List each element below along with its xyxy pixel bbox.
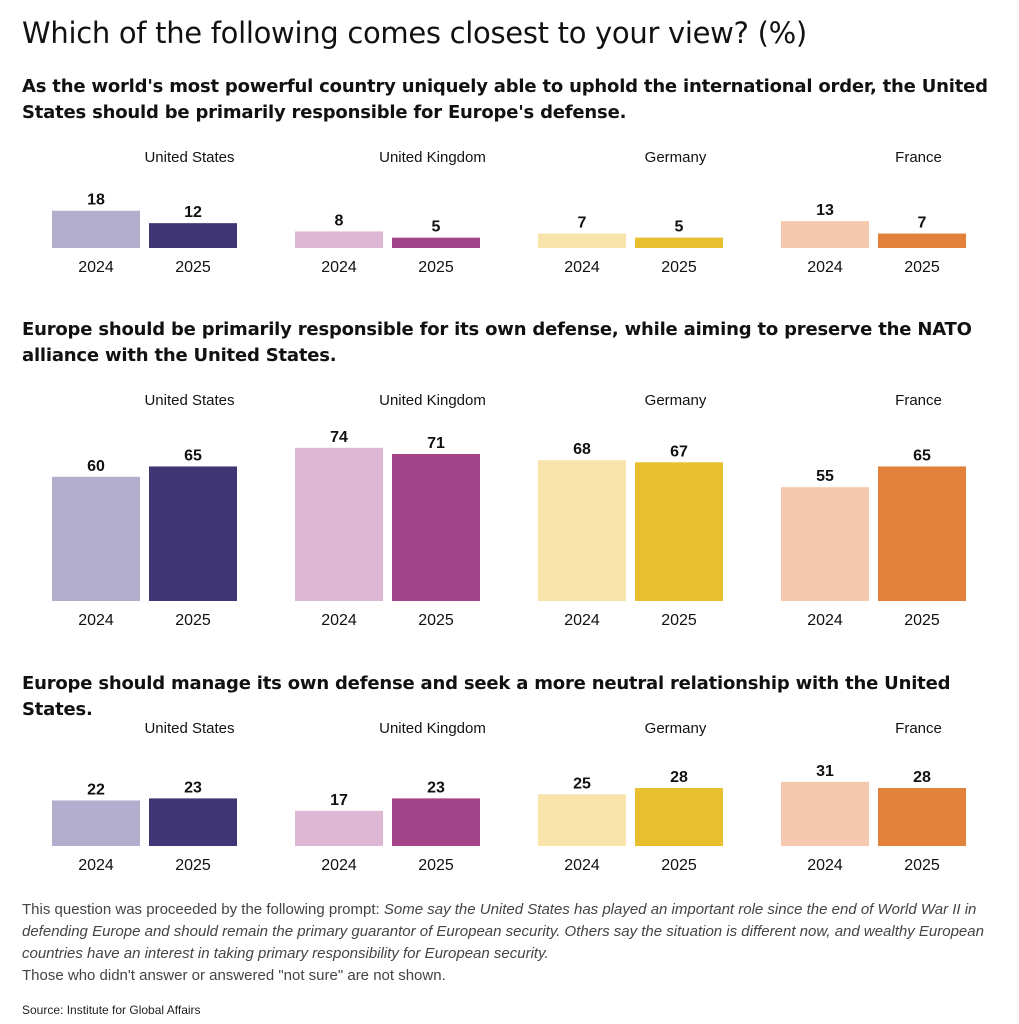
year-label-united-kingdom-2025-europe-nato: 2025 <box>418 612 454 629</box>
value-label-united-states-2025-europe-nato: 65 <box>184 447 202 464</box>
group-label-france-europe-neutral: France <box>895 720 942 737</box>
bar-united-kingdom-2025-europe-neutral <box>392 798 480 846</box>
value-label-germany-2025-europe-nato: 67 <box>670 443 688 460</box>
bar-united-kingdom-2025-us-responsible <box>392 237 480 248</box>
group-label-france-us-responsible: France <box>895 149 942 166</box>
year-label-france-2024-europe-nato: 2024 <box>807 612 843 629</box>
bar-united-states-2024-europe-nato <box>52 476 140 601</box>
bar-germany-2024-europe-neutral <box>538 794 626 846</box>
footnote-note: Those who didn't answer or answered "not… <box>22 967 446 984</box>
value-label-france-2025-us-responsible: 7 <box>918 215 927 232</box>
value-label-united-states-2024-europe-neutral: 22 <box>87 781 105 798</box>
year-label-united-states-2025-europe-neutral: 2025 <box>175 857 211 874</box>
bar-united-states-2025-europe-nato <box>149 466 237 601</box>
value-label-france-2025-europe-neutral: 28 <box>913 769 931 786</box>
value-label-united-kingdom-2024-europe-nato: 74 <box>330 429 348 446</box>
year-label-france-2024-europe-neutral: 2024 <box>807 857 843 874</box>
panel-title-us-responsible: As the world's most powerful country uni… <box>22 76 988 123</box>
year-label-united-states-2025-us-responsible: 2025 <box>175 259 211 276</box>
bar-germany-2024-us-responsible <box>538 233 626 248</box>
value-label-united-states-2024-us-responsible: 18 <box>87 192 105 209</box>
bar-france-2025-europe-neutral <box>878 788 966 846</box>
year-label-germany-2025-europe-neutral: 2025 <box>661 857 697 874</box>
bar-germany-2025-europe-nato <box>635 462 723 601</box>
group-label-united-kingdom-europe-neutral: United Kingdom <box>379 720 486 737</box>
year-label-france-2025-europe-neutral: 2025 <box>904 857 940 874</box>
bar-united-states-2025-europe-neutral <box>149 798 237 846</box>
year-label-united-kingdom-2024-europe-neutral: 2024 <box>321 857 357 874</box>
bar-united-kingdom-2024-europe-nato <box>295 447 383 601</box>
bar-united-kingdom-2024-us-responsible <box>295 231 383 248</box>
year-label-united-states-2025-europe-nato: 2025 <box>175 612 211 629</box>
footnote-intro: This question was proceeded by the follo… <box>22 901 384 918</box>
source-note: Source: Institute for Global Affairs <box>22 1003 201 1017</box>
value-label-france-2024-europe-neutral: 31 <box>816 763 834 780</box>
value-label-united-kingdom-2025-us-responsible: 5 <box>432 219 441 236</box>
value-label-united-kingdom-2025-europe-neutral: 23 <box>427 779 445 796</box>
year-label-united-kingdom-2024-us-responsible: 2024 <box>321 259 357 276</box>
group-label-united-states-us-responsible: United States <box>144 149 234 166</box>
value-label-united-states-2025-us-responsible: 12 <box>184 204 202 221</box>
bar-germany-2025-europe-neutral <box>635 788 723 846</box>
footnote: This question was proceeded by the follo… <box>22 899 997 987</box>
value-label-france-2024-europe-nato: 55 <box>816 468 834 485</box>
group-label-france-europe-nato: France <box>895 392 942 409</box>
bar-france-2024-europe-neutral <box>781 781 869 846</box>
year-label-united-states-2024-europe-neutral: 2024 <box>78 857 114 874</box>
year-label-united-states-2024-us-responsible: 2024 <box>78 259 114 276</box>
year-label-germany-2024-europe-nato: 2024 <box>564 612 600 629</box>
group-label-germany-europe-neutral: Germany <box>645 720 707 737</box>
bar-france-2024-europe-nato <box>781 487 869 601</box>
year-label-france-2024-us-responsible: 2024 <box>807 259 843 276</box>
value-label-germany-2024-europe-nato: 68 <box>573 441 591 458</box>
bar-united-kingdom-2025-europe-nato <box>392 454 480 601</box>
value-label-germany-2024-europe-neutral: 25 <box>573 775 591 792</box>
panel-title-europe-nato: Europe should be primarily responsible f… <box>22 319 972 366</box>
group-label-united-states-europe-neutral: United States <box>144 720 234 737</box>
value-label-united-states-2025-europe-neutral: 23 <box>184 779 202 796</box>
year-label-france-2025-us-responsible: 2025 <box>904 259 940 276</box>
value-label-united-kingdom-2024-us-responsible: 8 <box>335 212 344 229</box>
bar-united-states-2024-us-responsible <box>52 210 140 248</box>
group-label-united-kingdom-europe-nato: United Kingdom <box>379 392 486 409</box>
value-label-germany-2025-europe-neutral: 28 <box>670 769 688 786</box>
year-label-france-2025-europe-nato: 2025 <box>904 612 940 629</box>
value-label-germany-2024-us-responsible: 7 <box>578 215 587 232</box>
value-label-france-2024-us-responsible: 13 <box>816 202 834 219</box>
year-label-germany-2025-europe-nato: 2025 <box>661 612 697 629</box>
year-label-united-kingdom-2025-us-responsible: 2025 <box>418 259 454 276</box>
year-label-united-kingdom-2025-europe-neutral: 2025 <box>418 857 454 874</box>
bar-united-kingdom-2024-europe-neutral <box>295 810 383 846</box>
group-label-united-states-europe-nato: United States <box>144 392 234 409</box>
value-label-united-kingdom-2025-europe-nato: 71 <box>427 435 445 452</box>
bar-united-states-2025-us-responsible <box>149 223 237 248</box>
group-label-germany-europe-nato: Germany <box>645 392 707 409</box>
chart-title: Which of the following comes closest to … <box>22 16 807 50</box>
panel-title-europe-neutral: Europe should manage its own defense and… <box>22 673 951 720</box>
group-label-united-kingdom-us-responsible: United Kingdom <box>379 149 486 166</box>
bar-france-2025-us-responsible <box>878 233 966 248</box>
value-label-united-kingdom-2024-europe-neutral: 17 <box>330 792 348 809</box>
year-label-germany-2024-europe-neutral: 2024 <box>564 857 600 874</box>
bar-france-2024-us-responsible <box>781 221 869 248</box>
footnote-prompt: Some say the United States has played an… <box>22 901 984 962</box>
value-label-germany-2025-us-responsible: 5 <box>675 219 684 236</box>
bar-france-2025-europe-nato <box>878 466 966 601</box>
year-label-united-kingdom-2024-europe-nato: 2024 <box>321 612 357 629</box>
bar-united-states-2024-europe-neutral <box>52 800 140 846</box>
group-label-germany-us-responsible: Germany <box>645 149 707 166</box>
bar-germany-2024-europe-nato <box>538 460 626 601</box>
value-label-united-states-2024-europe-nato: 60 <box>87 458 105 475</box>
year-label-germany-2025-us-responsible: 2025 <box>661 259 697 276</box>
year-label-germany-2024-us-responsible: 2024 <box>564 259 600 276</box>
year-label-united-states-2024-europe-nato: 2024 <box>78 612 114 629</box>
bar-germany-2025-us-responsible <box>635 237 723 248</box>
value-label-france-2025-europe-nato: 65 <box>913 447 931 464</box>
